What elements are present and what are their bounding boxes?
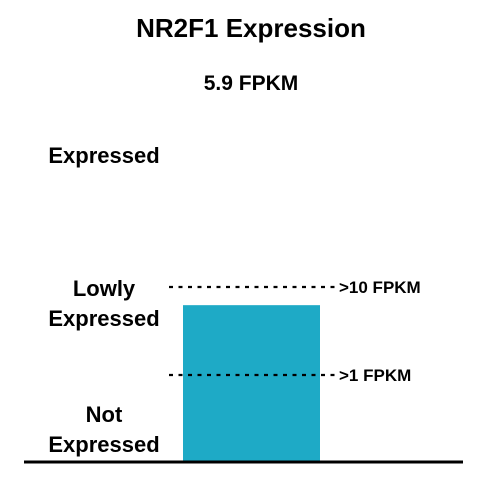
bar-series <box>183 305 320 461</box>
threshold-label-1: >1 FPKM <box>339 366 411 385</box>
level-label-2: Lowly Expressed <box>48 276 159 331</box>
bar-nr2f1 <box>183 305 320 461</box>
level-label-3: Not Expressed <box>48 402 159 457</box>
threshold-lines: >10 FPKM >1 FPKM <box>169 278 421 385</box>
chart-title: NR2F1 Expression <box>136 13 366 43</box>
threshold-label-10: >10 FPKM <box>339 278 421 297</box>
expression-level-labels: Expressed Lowly Expressed Not Expressed <box>48 143 159 457</box>
chart-subtitle: 5.9 FPKM <box>204 72 299 95</box>
level-label-1: Expressed <box>48 143 159 168</box>
